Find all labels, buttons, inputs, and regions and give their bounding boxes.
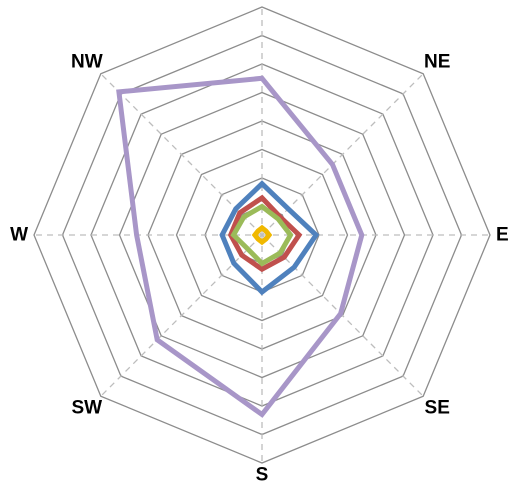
axis-label-ne: NE [424,51,450,72]
series-layer [116,75,365,418]
axis-label-e: E [496,225,508,246]
axis-label-w: W [10,225,28,246]
grid-ring [118,91,406,379]
series-line-4 [251,224,273,246]
series-line-1 [219,180,320,296]
grid-ring [175,148,349,322]
series-line-2 [227,194,303,273]
grid-ring [33,6,491,464]
axis-label-se: SE [425,398,450,419]
axis-label-nw: NW [71,51,103,72]
grid [33,6,491,464]
series-line-0 [116,75,365,418]
axis-label-s: S [256,465,269,486]
grid-spoke [261,234,424,397]
series-line-3 [230,203,294,267]
label-layer: NE E SE S SW W NW [10,51,508,485]
axis-label-sw: SW [71,398,102,419]
